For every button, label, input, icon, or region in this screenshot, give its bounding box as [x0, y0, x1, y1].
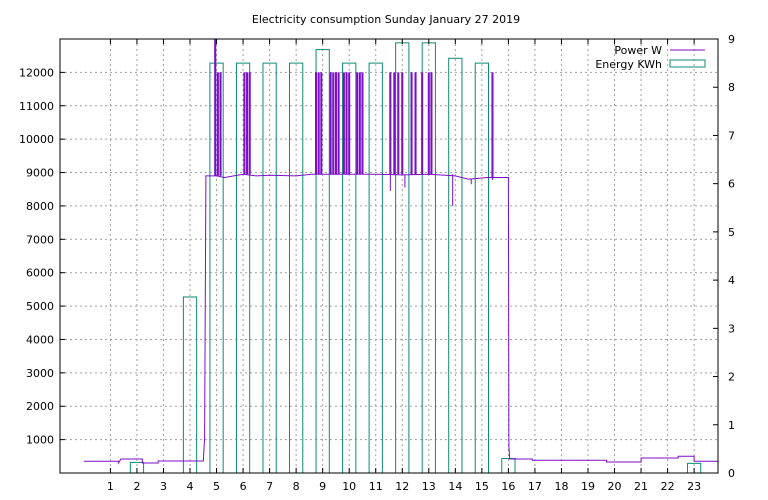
x-tick-label: 11 [369, 480, 383, 493]
x-tick-label: 5 [213, 480, 220, 493]
y-tick-label: 10000 [19, 133, 54, 146]
x-tick-label: 13 [422, 480, 436, 493]
y-tick-label: 5000 [26, 300, 54, 313]
x-tick-label: 2 [133, 480, 140, 493]
x-tick-label: 10 [342, 480, 356, 493]
x-tick-label: 6 [240, 480, 247, 493]
x-tick-label: 20 [608, 480, 622, 493]
x-tick-label: 7 [266, 480, 273, 493]
y2-tick-label: 4 [728, 274, 735, 287]
y-tick-label: 4000 [26, 333, 54, 346]
y2-tick-label: 8 [728, 81, 735, 94]
plot-frame [59, 38, 719, 474]
x-tick-label: 15 [475, 480, 489, 493]
x-tick-label: 18 [554, 480, 568, 493]
power-line [83, 173, 718, 465]
y-tick-label: 2000 [26, 400, 54, 413]
x-tick-label: 9 [319, 480, 326, 493]
y-tick-label: 6000 [26, 267, 54, 280]
x-tick-label: 16 [501, 480, 515, 493]
y2-tick-label: 3 [728, 322, 735, 335]
x-tick-label: 22 [661, 480, 675, 493]
x-tick-label: 1 [107, 480, 114, 493]
legend-label-power: Power W [614, 44, 662, 57]
y-tick-label: 11000 [19, 100, 54, 113]
grid-lines [60, 39, 718, 473]
legend: Power W Energy KWh [595, 44, 706, 71]
y-tick-label: 12000 [19, 66, 54, 79]
x-tick-label: 4 [187, 480, 194, 493]
y-tick-label: 7000 [26, 233, 54, 246]
x-tick-label: 3 [160, 480, 167, 493]
x-tick-label: 8 [293, 480, 300, 493]
y-tick-label: 1000 [26, 434, 54, 447]
y2-tick-label: 2 [728, 371, 735, 384]
y2-tick-label: 0 [728, 467, 735, 480]
y-tick-label: 3000 [26, 367, 54, 380]
y2-tick-label: 7 [728, 129, 735, 142]
y2-tick-label: 1 [728, 419, 735, 432]
legend-label-energy: Energy KWh [595, 58, 662, 71]
y2-tick-label: 6 [728, 178, 735, 191]
power-series [83, 39, 718, 465]
x-tick-label: 19 [581, 480, 595, 493]
x-tick-label: 14 [448, 480, 462, 493]
y-tick-label: 8000 [26, 200, 54, 213]
y2-tick-label: 9 [728, 33, 735, 46]
chart-title: Electricity consumption Sunday January 2… [252, 13, 520, 26]
x-tick-label: 23 [687, 480, 701, 493]
legend-swatch-energy [669, 59, 706, 68]
axes: 1 2 3 4 5 6 7 8 9 10 11 12 13 14 15 16 17 18 19 20 21 22 23100… [19, 33, 735, 493]
y-tick-label: 9000 [26, 167, 54, 180]
x-tick-label: 12 [395, 480, 409, 493]
y2-tick-label: 5 [728, 226, 735, 239]
x-tick-label: 21 [634, 480, 648, 493]
x-tick-label: 17 [528, 480, 542, 493]
